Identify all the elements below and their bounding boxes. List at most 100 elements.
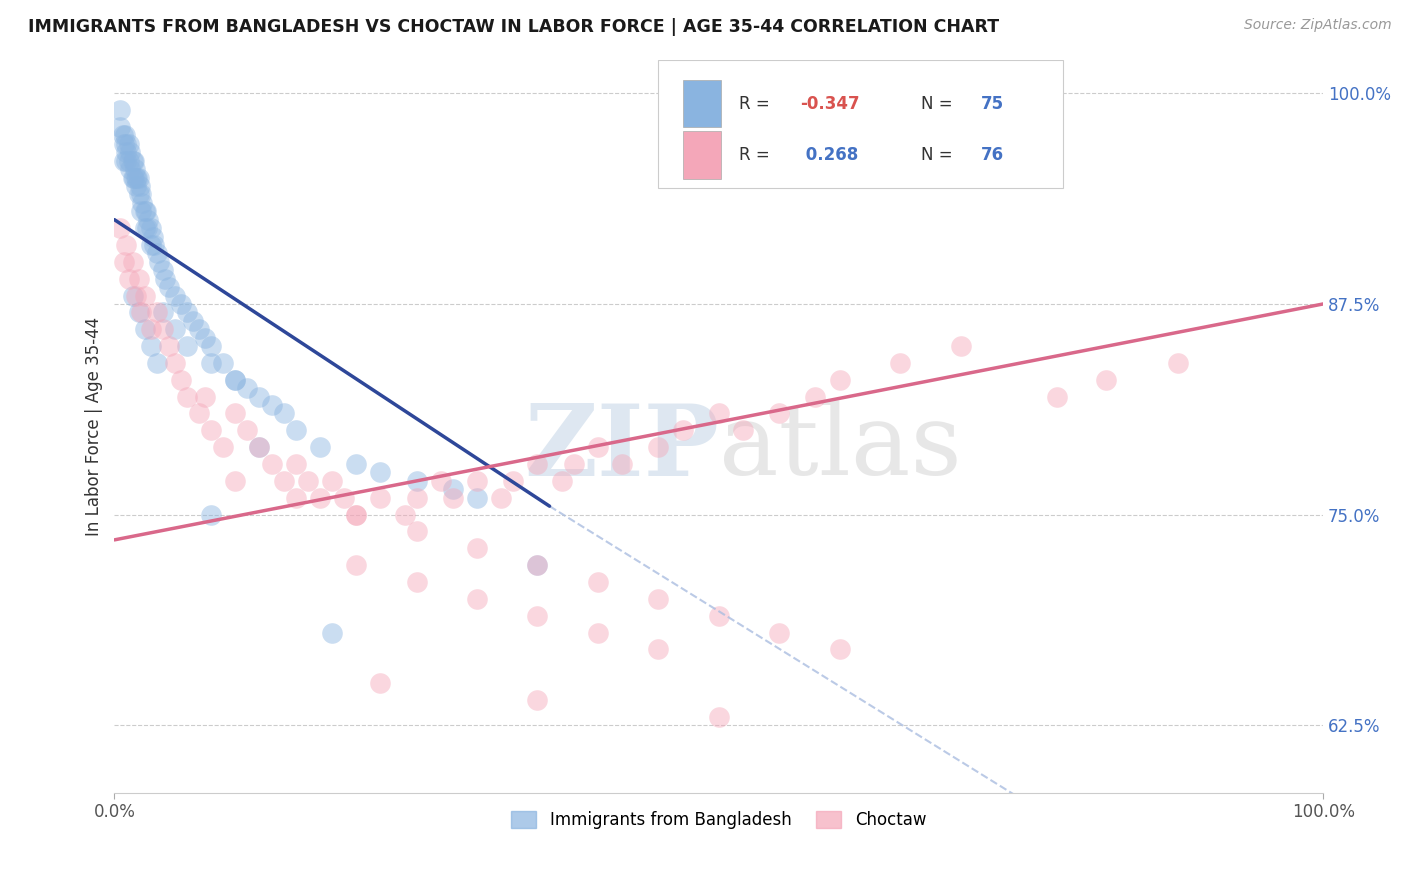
Point xyxy=(128,170,150,185)
Point xyxy=(120,145,142,160)
Point xyxy=(118,153,141,168)
Point xyxy=(163,288,186,302)
Point xyxy=(114,128,136,143)
Point xyxy=(118,271,141,285)
Point xyxy=(128,179,150,194)
Point xyxy=(344,508,367,522)
Point xyxy=(152,322,174,336)
Point xyxy=(526,457,548,471)
Point xyxy=(441,483,464,497)
Point xyxy=(260,398,283,412)
Point xyxy=(129,204,152,219)
Text: Source: ZipAtlas.com: Source: ZipAtlas.com xyxy=(1244,18,1392,32)
Point xyxy=(188,322,211,336)
Point xyxy=(610,457,633,471)
Point xyxy=(200,356,222,370)
Point xyxy=(125,288,148,302)
Text: -0.347: -0.347 xyxy=(800,95,859,112)
Point xyxy=(134,288,156,302)
Point xyxy=(273,407,295,421)
Point xyxy=(135,204,157,219)
Point xyxy=(224,474,246,488)
Point xyxy=(122,170,145,185)
Point xyxy=(441,491,464,505)
Point xyxy=(112,136,135,151)
Point xyxy=(128,305,150,319)
Point xyxy=(284,457,307,471)
Point xyxy=(112,153,135,168)
Point xyxy=(176,390,198,404)
Point xyxy=(200,508,222,522)
Point xyxy=(465,591,488,606)
Text: atlas: atlas xyxy=(718,401,962,496)
Point xyxy=(212,440,235,454)
Point xyxy=(121,288,143,302)
Point xyxy=(284,423,307,437)
Text: R =: R = xyxy=(740,95,775,112)
Point xyxy=(163,356,186,370)
Point xyxy=(128,271,150,285)
Text: R =: R = xyxy=(740,146,775,164)
Text: N =: N = xyxy=(921,95,957,112)
Point xyxy=(1167,356,1189,370)
Point xyxy=(152,263,174,277)
Point xyxy=(118,136,141,151)
Point xyxy=(828,642,851,657)
Point xyxy=(115,153,138,168)
Point xyxy=(370,466,392,480)
Point xyxy=(405,524,427,539)
Point xyxy=(111,128,134,143)
Text: ZIP: ZIP xyxy=(524,400,718,497)
Point xyxy=(284,491,307,505)
Point xyxy=(344,457,367,471)
Point xyxy=(125,179,148,194)
Point xyxy=(110,103,132,117)
Point xyxy=(489,491,512,505)
Point xyxy=(212,356,235,370)
Point xyxy=(188,407,211,421)
Point xyxy=(647,642,669,657)
Point xyxy=(768,407,790,421)
Point xyxy=(115,136,138,151)
Point xyxy=(112,255,135,269)
Point xyxy=(768,625,790,640)
Point xyxy=(344,508,367,522)
Point xyxy=(157,280,180,294)
Text: 76: 76 xyxy=(981,146,1004,164)
Point xyxy=(249,440,271,454)
Point xyxy=(1046,390,1069,404)
Point xyxy=(526,608,548,623)
Point xyxy=(224,407,246,421)
Point xyxy=(139,322,162,336)
Point xyxy=(405,474,427,488)
Bar xyxy=(682,79,721,128)
Point xyxy=(260,457,283,471)
Text: 0.268: 0.268 xyxy=(800,146,858,164)
Point xyxy=(526,693,548,707)
Point xyxy=(163,322,186,336)
Point xyxy=(273,474,295,488)
Point xyxy=(142,229,165,244)
Point xyxy=(148,255,170,269)
Point xyxy=(134,221,156,235)
FancyBboxPatch shape xyxy=(658,60,1063,188)
Point xyxy=(249,390,271,404)
Point xyxy=(465,474,488,488)
Point xyxy=(550,474,572,488)
Point xyxy=(405,491,427,505)
Point xyxy=(194,390,217,404)
Point xyxy=(949,339,972,353)
Point xyxy=(586,625,609,640)
Point xyxy=(110,221,132,235)
Point xyxy=(647,440,669,454)
Point xyxy=(134,204,156,219)
Point xyxy=(429,474,451,488)
Point xyxy=(333,491,356,505)
Point xyxy=(122,153,145,168)
Point xyxy=(526,558,548,573)
Point xyxy=(139,339,162,353)
Point xyxy=(731,423,754,437)
Point xyxy=(125,170,148,185)
Point xyxy=(110,120,132,134)
Point xyxy=(194,331,217,345)
